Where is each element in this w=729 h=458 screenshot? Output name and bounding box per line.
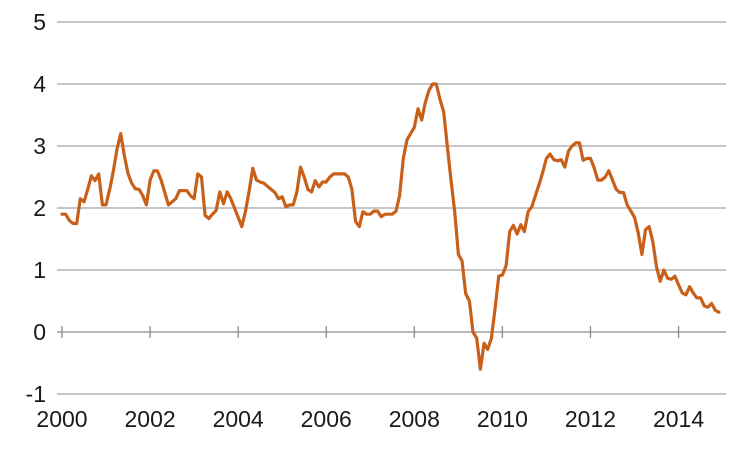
- x-tick-label-2012: 2012: [565, 406, 616, 432]
- y-axis-labels: 5 4 3 2 1 0 -1: [26, 9, 47, 407]
- y-tick-label-2: 2: [33, 195, 46, 221]
- x-axis-labels: 2000 2002 2004 2006 2008 2010 2012 2014: [36, 406, 704, 432]
- y-tick-label--1: -1: [26, 381, 46, 407]
- x-tick-label-2014: 2014: [653, 406, 704, 432]
- x-axis: [57, 326, 726, 338]
- y-tick-label-4: 4: [33, 71, 46, 97]
- x-tick-label-2006: 2006: [301, 406, 352, 432]
- x-tick-label-2000: 2000: [36, 406, 87, 432]
- x-tick-label-2002: 2002: [124, 406, 175, 432]
- data-line-series: [60, 82, 721, 371]
- x-tick-label-2008: 2008: [389, 406, 440, 432]
- y-tick-label-0: 0: [33, 319, 46, 345]
- y-tick-label-5: 5: [33, 9, 46, 35]
- y-tick-label-1: 1: [33, 257, 46, 283]
- y-tick-label-3: 3: [33, 133, 46, 159]
- x-tick-label-2004: 2004: [213, 406, 264, 432]
- gridlines: [57, 21, 726, 395]
- x-tick-label-2010: 2010: [477, 406, 528, 432]
